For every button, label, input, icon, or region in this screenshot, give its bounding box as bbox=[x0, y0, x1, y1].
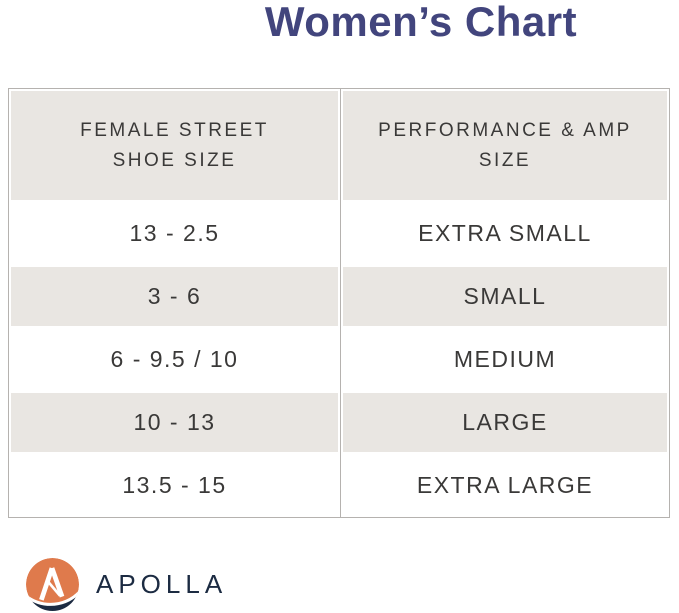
size-chart-table: FEMALE STREET SHOE SIZE PERFORMANCE & AM… bbox=[8, 88, 670, 518]
table-row: 13 - 2.5 EXTRA SMALL bbox=[9, 202, 669, 265]
sock-size-cell: SMALL bbox=[341, 265, 669, 328]
column-divider bbox=[340, 265, 341, 328]
table-header-row: FEMALE STREET SHOE SIZE PERFORMANCE & AM… bbox=[9, 89, 669, 202]
shoe-size-cell: 3 - 6 bbox=[9, 265, 340, 328]
column-divider bbox=[340, 454, 341, 517]
table-row: 13.5 - 15 EXTRA LARGE bbox=[9, 454, 669, 517]
column-divider bbox=[340, 89, 341, 202]
shoe-size-cell: 10 - 13 bbox=[9, 391, 340, 454]
apolla-logo-icon bbox=[26, 557, 79, 611]
column-header-shoe-size: FEMALE STREET SHOE SIZE bbox=[9, 89, 340, 202]
shoe-size-cell: 6 - 9.5 / 10 bbox=[110, 346, 239, 372]
column-divider bbox=[340, 202, 341, 265]
brand-footer: APOLLA bbox=[26, 557, 227, 611]
column-header-performance-amp-size: PERFORMANCE & AMP SIZE bbox=[341, 89, 669, 202]
table-row: 3 - 6 SMALL bbox=[9, 265, 669, 328]
page-title: Women’s Chart bbox=[264, 0, 578, 45]
column-divider bbox=[340, 391, 341, 454]
sock-size-cell: EXTRA SMALL bbox=[418, 220, 592, 246]
table-row: 6 - 9.5 / 10 MEDIUM bbox=[9, 328, 669, 391]
column-divider bbox=[340, 328, 341, 391]
shoe-size-cell: 13.5 - 15 bbox=[122, 472, 227, 498]
sock-size-cell: LARGE bbox=[341, 391, 669, 454]
sock-size-cell: EXTRA LARGE bbox=[416, 472, 594, 498]
sock-size-cell: MEDIUM bbox=[453, 346, 557, 372]
shoe-size-cell: 13 - 2.5 bbox=[129, 220, 220, 246]
table-row: 10 - 13 LARGE bbox=[9, 391, 669, 454]
brand-name: APOLLA bbox=[96, 568, 228, 599]
